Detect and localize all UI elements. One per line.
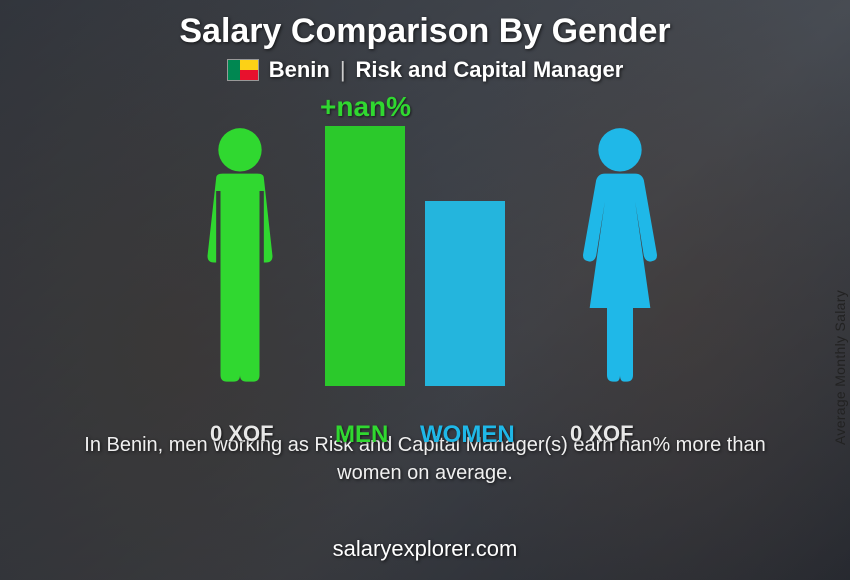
male-value-label: 0 XOF	[210, 421, 274, 447]
chart-area: +nan% 0 XOF MEN WOMEN 0 XOF	[125, 91, 725, 421]
subtitle-row: Benin | Risk and Capital Manager	[227, 57, 624, 83]
female-bar	[425, 201, 505, 386]
footer-source: salaryexplorer.com	[333, 536, 518, 562]
male-category-label: MEN	[335, 421, 388, 449]
flag-bottom-stripe	[240, 70, 258, 80]
job-title-label: Risk and Capital Manager	[356, 57, 624, 83]
flag-top-stripe	[240, 60, 258, 70]
flag-left-stripe	[228, 60, 240, 80]
y-axis-label: Average Monthly Salary	[832, 290, 848, 445]
page-title: Salary Comparison By Gender	[179, 12, 670, 51]
male-person-icon	[185, 126, 295, 386]
female-head	[598, 128, 641, 171]
female-person-icon	[565, 126, 675, 386]
male-bar	[325, 126, 405, 386]
separator: |	[340, 57, 346, 83]
female-body	[583, 174, 657, 382]
female-value-label: 0 XOF	[570, 421, 634, 447]
difference-label: +nan%	[320, 91, 411, 123]
male-body	[208, 174, 273, 382]
country-label: Benin	[269, 57, 330, 83]
female-category-label: WOMEN	[420, 421, 515, 449]
male-head	[218, 128, 261, 171]
country-flag-icon	[227, 59, 259, 81]
